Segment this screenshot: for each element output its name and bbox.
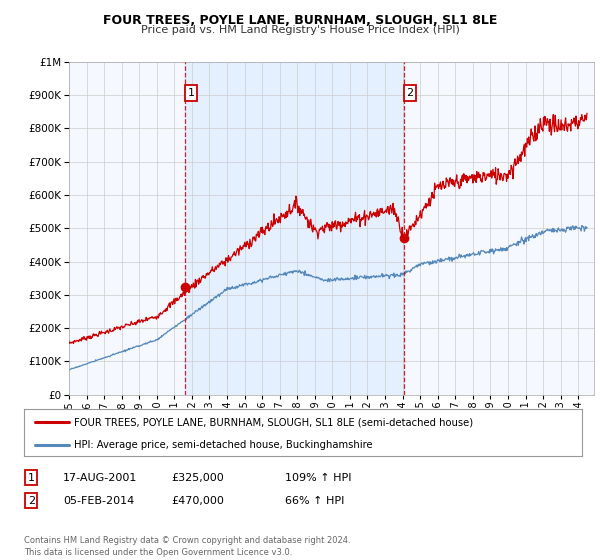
Text: 1: 1 (187, 88, 194, 98)
Text: 17-AUG-2001: 17-AUG-2001 (63, 473, 137, 483)
Text: FOUR TREES, POYLE LANE, BURNHAM, SLOUGH, SL1 8LE (semi-detached house): FOUR TREES, POYLE LANE, BURNHAM, SLOUGH,… (74, 417, 473, 427)
Text: 2: 2 (28, 496, 35, 506)
Text: FOUR TREES, POYLE LANE, BURNHAM, SLOUGH, SL1 8LE: FOUR TREES, POYLE LANE, BURNHAM, SLOUGH,… (103, 14, 497, 27)
Text: 2: 2 (406, 88, 413, 98)
Bar (185, 62, 404, 395)
Text: 05-FEB-2014: 05-FEB-2014 (63, 496, 134, 506)
Text: 66% ↑ HPI: 66% ↑ HPI (285, 496, 344, 506)
Text: £325,000: £325,000 (171, 473, 224, 483)
Text: Price paid vs. HM Land Registry's House Price Index (HPI): Price paid vs. HM Land Registry's House … (140, 25, 460, 35)
Text: HPI: Average price, semi-detached house, Buckinghamshire: HPI: Average price, semi-detached house,… (74, 440, 373, 450)
Text: 1: 1 (28, 473, 35, 483)
Text: Contains HM Land Registry data © Crown copyright and database right 2024.
This d: Contains HM Land Registry data © Crown c… (24, 536, 350, 557)
Text: 109% ↑ HPI: 109% ↑ HPI (285, 473, 352, 483)
Text: £470,000: £470,000 (171, 496, 224, 506)
